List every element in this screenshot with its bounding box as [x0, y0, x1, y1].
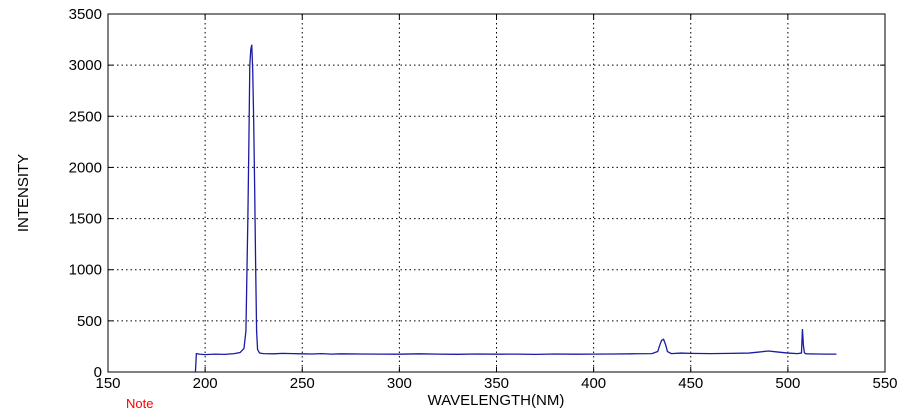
note-label: Note: [126, 396, 154, 411]
y-tick-label: 2500: [69, 108, 102, 125]
y-tick-label: 0: [94, 364, 102, 381]
x-tick-label: 250: [290, 375, 315, 392]
y-tick-label: 1000: [69, 262, 102, 279]
y-tick-label: 500: [77, 313, 102, 330]
x-tick-label: 300: [387, 375, 412, 392]
series-line: [194, 44, 837, 373]
x-tick-label: 150: [95, 375, 120, 392]
y-axis-title: INTENSITY: [15, 154, 32, 232]
plot-area: [108, 14, 885, 372]
y-tick-labels: 0 500 1000 1500 2000 2500 3000 3500: [69, 6, 102, 381]
y-tick-label: 3000: [69, 57, 102, 74]
x-tick-label: 200: [193, 375, 218, 392]
x-tick-label: 550: [872, 375, 897, 392]
x-tick-label: 500: [775, 375, 800, 392]
x-tick-label: 350: [484, 375, 509, 392]
axis-ticks: [107, 13, 886, 373]
x-axis-title: WAVELENGTH(NM): [428, 392, 565, 409]
x-tick-label: 400: [581, 375, 606, 392]
grid: [108, 14, 885, 372]
x-tick-labels: 150 200 250 300 350 400 450 500 550: [95, 375, 897, 392]
x-tick-label: 450: [678, 375, 703, 392]
y-tick-label: 1500: [69, 211, 102, 228]
y-tick-label: 3500: [69, 6, 102, 23]
y-tick-label: 2000: [69, 159, 102, 176]
